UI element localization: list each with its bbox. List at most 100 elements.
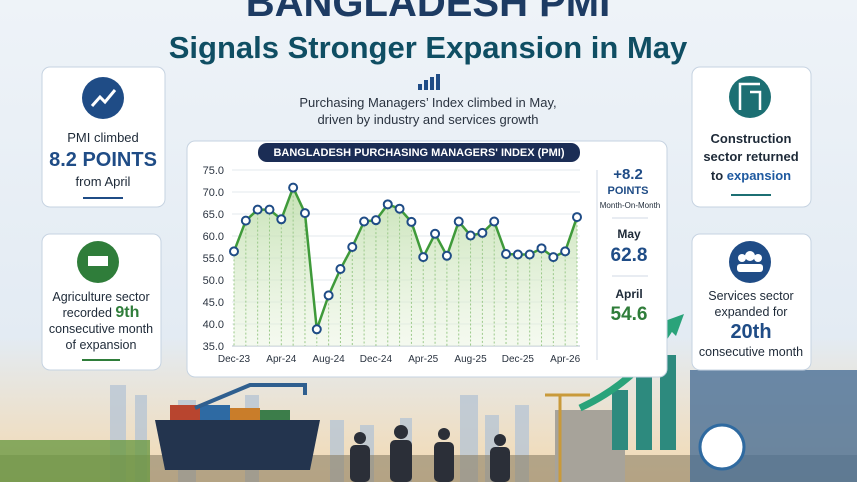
marker [276, 214, 287, 225]
field [0, 440, 150, 482]
support-icon [698, 423, 746, 471]
construction-card [691, 66, 812, 208]
containers [170, 405, 290, 420]
marker [382, 199, 393, 210]
y-tick-label: 75.0 [203, 165, 224, 177]
marker [453, 216, 464, 227]
card-highlight: 8.2 POINTS [49, 149, 157, 171]
card-text: Construction [711, 131, 792, 146]
services-icon [729, 241, 771, 283]
marker [264, 204, 275, 215]
y-tick-label: 35.0 [203, 341, 224, 353]
y-tick-label: 40.0 [203, 319, 224, 331]
y-tick-label: 50.0 [203, 275, 224, 287]
card-text: to [711, 168, 723, 183]
summary-value: 62.8 [611, 245, 648, 266]
x-tick-label: Aug-24 [312, 354, 345, 365]
x-tick-label: Apr-24 [266, 354, 296, 365]
marker [394, 203, 405, 214]
marker [572, 212, 582, 223]
construction-icon [729, 76, 771, 118]
card-text: consecutive month [699, 345, 803, 359]
agriculture-icon-tractor [88, 256, 108, 266]
summary-label: May [617, 227, 641, 241]
y-tick-label: 60.0 [203, 231, 224, 243]
marker [548, 252, 559, 263]
card-highlight: 20th [730, 321, 771, 343]
tower-crane [545, 393, 590, 482]
summary-change: +8.2 [613, 166, 643, 183]
marker [370, 215, 381, 226]
marker [560, 246, 571, 257]
title: BANGLADESH PMI [246, 0, 610, 25]
marker [489, 216, 500, 227]
x-tick-label: Dec-23 [218, 354, 251, 365]
y-tick-label: 65.0 [203, 209, 224, 221]
marker [288, 182, 299, 193]
services-icon-people [737, 251, 763, 272]
marker [323, 290, 334, 301]
marker [240, 215, 251, 226]
marker [347, 242, 358, 252]
summary-label: April [615, 287, 642, 301]
ship [155, 420, 320, 470]
marker [512, 249, 523, 260]
growth-arrow-head [662, 314, 684, 336]
card-text: Services sector [708, 289, 793, 303]
marker [406, 216, 417, 227]
description-line: driven by industry and services growth [317, 112, 538, 127]
marker [335, 264, 346, 274]
card-text: of expansion [66, 338, 137, 352]
card-text: to expansion [711, 168, 791, 183]
marker [252, 204, 263, 215]
pmi-card [41, 66, 166, 208]
growth-bars [612, 355, 676, 450]
summary-label: Month-On-Month [600, 201, 660, 210]
plot: 35.0 40.0 45.0 50.0 55.0 60.0 65.0 70.0 75.0 Dec-… [203, 165, 582, 365]
summary-value: 54.6 [611, 304, 648, 325]
y-tick-label: 45.0 [203, 297, 224, 309]
marker [311, 324, 322, 335]
summary-unit: POINTS [608, 185, 649, 197]
marker [229, 246, 239, 257]
agriculture-card [41, 233, 162, 371]
y-tick-label: 70.0 [203, 187, 224, 199]
marker [441, 250, 452, 261]
pmi-icon-arrow [90, 89, 117, 107]
marker [359, 216, 370, 227]
marker [465, 230, 476, 241]
header-icon [418, 74, 440, 90]
marker [299, 208, 310, 219]
construction-icon-crane [738, 82, 762, 110]
card-text: recorded [63, 306, 112, 320]
area [234, 187, 577, 346]
x-tick-label: Dec-25 [502, 354, 535, 365]
marker [418, 252, 429, 263]
x-tick-label: Aug-25 [454, 354, 487, 365]
people [350, 425, 510, 482]
card-text: Agriculture sector [52, 290, 149, 304]
chart-title-banner [258, 143, 580, 162]
marker [536, 243, 547, 254]
card-text: recorded 9th [63, 304, 140, 321]
card-highlight: 9th [115, 304, 139, 321]
marker [524, 249, 535, 260]
x-tick-label: Dec-24 [360, 354, 393, 365]
card-text: from April [76, 174, 131, 189]
y-tick-label: 55.0 [203, 253, 224, 265]
card-text: expanded for [715, 305, 788, 319]
marker [430, 228, 441, 239]
subtitle: Signals Stronger Expansion in May [169, 30, 688, 65]
crane [194, 383, 307, 410]
marker [501, 249, 512, 260]
x-tick-label: Apr-25 [408, 354, 438, 365]
services-card [691, 233, 812, 371]
x-tick-label: Apr-26 [550, 354, 580, 365]
chart-title: BANGLADESH PURCHASING MANAGERS' INDEX (P… [273, 147, 564, 159]
card-text: sector returned [703, 149, 798, 164]
card-text: consecutive month [49, 322, 153, 336]
card-highlight: expansion [727, 168, 791, 183]
description-line: Purchasing Managers’ Index climbed in Ma… [299, 95, 556, 110]
